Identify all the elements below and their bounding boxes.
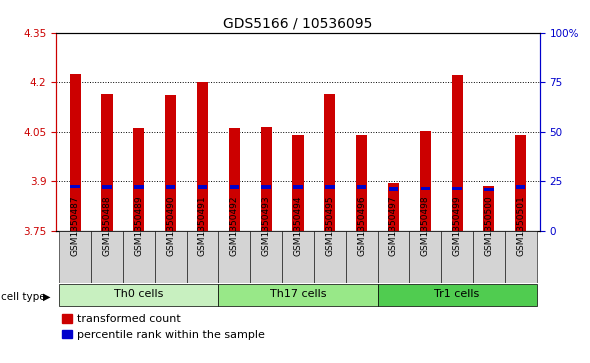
- Bar: [70, 185, 80, 188]
- Bar: [389, 187, 398, 191]
- Text: ▶: ▶: [42, 291, 50, 302]
- Text: GSM1350491: GSM1350491: [198, 195, 207, 256]
- Text: Th0 cells: Th0 cells: [114, 289, 163, 299]
- FancyBboxPatch shape: [250, 231, 282, 283]
- Bar: [133, 128, 145, 231]
- FancyBboxPatch shape: [378, 231, 409, 283]
- FancyBboxPatch shape: [218, 231, 250, 283]
- Text: GSM1350501: GSM1350501: [516, 195, 525, 256]
- Bar: [515, 135, 526, 231]
- Legend: transformed count, percentile rank within the sample: transformed count, percentile rank withi…: [61, 314, 265, 340]
- FancyBboxPatch shape: [59, 284, 218, 306]
- FancyBboxPatch shape: [409, 231, 441, 283]
- FancyBboxPatch shape: [473, 231, 505, 283]
- Bar: [453, 187, 462, 190]
- Text: cell type: cell type: [1, 291, 46, 302]
- Text: GSM1350495: GSM1350495: [325, 195, 335, 256]
- Bar: [324, 94, 335, 231]
- Text: GSM1350493: GSM1350493: [261, 195, 271, 256]
- Bar: [261, 185, 271, 189]
- Bar: [101, 94, 113, 231]
- FancyBboxPatch shape: [314, 231, 346, 283]
- Text: GSM1350499: GSM1350499: [453, 195, 461, 256]
- Bar: [134, 185, 143, 189]
- Bar: [166, 185, 175, 189]
- FancyBboxPatch shape: [282, 231, 314, 283]
- FancyBboxPatch shape: [378, 284, 537, 306]
- Bar: [165, 95, 176, 231]
- Text: GSM1350492: GSM1350492: [230, 195, 239, 256]
- Bar: [325, 185, 335, 189]
- Text: GSM1350498: GSM1350498: [421, 195, 430, 256]
- Text: Th17 cells: Th17 cells: [270, 289, 326, 299]
- Text: Tr1 cells: Tr1 cells: [434, 289, 480, 299]
- FancyBboxPatch shape: [346, 231, 378, 283]
- Bar: [230, 185, 239, 189]
- Bar: [102, 185, 112, 189]
- FancyBboxPatch shape: [123, 231, 155, 283]
- Text: GSM1350490: GSM1350490: [166, 195, 175, 256]
- Text: GSM1350489: GSM1350489: [135, 195, 143, 256]
- Bar: [293, 185, 303, 189]
- Bar: [357, 185, 366, 189]
- Bar: [516, 185, 526, 189]
- Bar: [483, 186, 494, 231]
- Text: GSM1350496: GSM1350496: [357, 195, 366, 256]
- Text: GSM1350488: GSM1350488: [103, 195, 112, 256]
- Bar: [484, 188, 494, 191]
- FancyBboxPatch shape: [218, 284, 378, 306]
- Text: GSM1350494: GSM1350494: [293, 195, 303, 256]
- FancyBboxPatch shape: [155, 231, 186, 283]
- Bar: [229, 128, 240, 231]
- Bar: [261, 127, 271, 231]
- Bar: [293, 135, 303, 231]
- Bar: [419, 131, 431, 231]
- Title: GDS5166 / 10536095: GDS5166 / 10536095: [223, 16, 373, 30]
- Text: GSM1350487: GSM1350487: [71, 195, 80, 256]
- Bar: [388, 183, 399, 231]
- Bar: [451, 75, 463, 231]
- Bar: [197, 82, 208, 231]
- Bar: [356, 135, 367, 231]
- Bar: [198, 185, 207, 189]
- FancyBboxPatch shape: [186, 231, 218, 283]
- FancyBboxPatch shape: [505, 231, 537, 283]
- Bar: [421, 187, 430, 190]
- Bar: [70, 74, 81, 231]
- Text: GSM1350500: GSM1350500: [484, 195, 493, 256]
- FancyBboxPatch shape: [441, 231, 473, 283]
- FancyBboxPatch shape: [59, 231, 91, 283]
- FancyBboxPatch shape: [91, 231, 123, 283]
- Text: GSM1350497: GSM1350497: [389, 195, 398, 256]
